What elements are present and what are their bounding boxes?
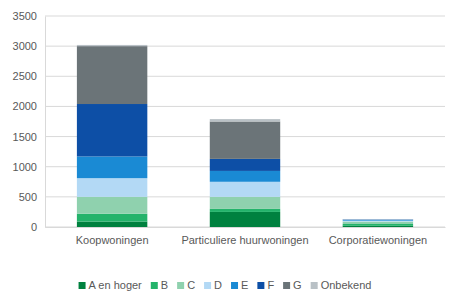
legend-label: G <box>293 279 302 291</box>
y-tick-label: 2000 <box>13 100 37 112</box>
bars <box>77 45 413 227</box>
bar-segment <box>210 197 280 209</box>
legend-label: C <box>187 279 195 291</box>
legend-item: B <box>151 279 168 291</box>
legend-swatch <box>79 282 86 289</box>
bar-segment <box>343 219 413 221</box>
grid-line <box>45 16 445 17</box>
x-tick: Corporatiewoningen <box>329 227 427 246</box>
y-axis: 0 500 1000 1500 2000 2500 3000 3500 <box>13 10 46 233</box>
legend-swatch <box>311 282 318 289</box>
x-axis: Koopwoningen Particuliere huurwoningen Cor… <box>46 227 446 246</box>
chart: 0 500 1000 1500 2000 2500 3000 3500 Koopwoningen… <box>0 0 450 306</box>
legend-item: Onbekend <box>311 279 372 291</box>
legend-swatch <box>151 282 158 289</box>
y-tick: 2000 <box>13 100 45 112</box>
bar-segment <box>343 222 413 224</box>
legend-item: G <box>283 279 302 291</box>
y-tick-label: 500 <box>19 191 37 203</box>
bar-segment <box>343 220 413 222</box>
bar-segment <box>210 212 280 227</box>
series <box>77 104 413 220</box>
bar-segment <box>210 122 280 159</box>
series <box>77 46 280 159</box>
bar-segment <box>343 219 413 220</box>
y-tick: 2500 <box>13 70 45 82</box>
bar-segment <box>77 222 147 227</box>
bar-segment <box>343 219 413 220</box>
bar-segment <box>77 104 147 156</box>
legend-label: E <box>241 279 248 291</box>
y-tick: 500 <box>19 191 45 203</box>
series <box>77 45 413 220</box>
y-tick: 1000 <box>13 161 45 173</box>
bar-segment <box>77 214 147 222</box>
y-tick-label: 0 <box>31 221 37 233</box>
bar-segment <box>77 45 147 46</box>
y-tick-label: 2500 <box>13 70 37 82</box>
legend-swatch <box>257 282 264 289</box>
bar-segment <box>210 159 280 171</box>
bar-segment <box>210 209 280 212</box>
x-axis-line <box>46 227 446 228</box>
bar-segment <box>210 119 280 121</box>
y-tick: 3500 <box>13 10 45 22</box>
legend-item: D <box>204 279 222 291</box>
plot: 0 500 1000 1500 2000 2500 3000 3500 Koopwoningen… <box>13 10 446 246</box>
bar-segment <box>77 46 147 104</box>
grid <box>45 16 445 227</box>
x-tick: Koopwoningen <box>76 227 149 246</box>
x-tick-label: Corporatiewoningen <box>329 234 427 246</box>
series <box>77 212 413 227</box>
bar-segment <box>210 182 280 197</box>
x-tick: Particuliere huurwoningen <box>181 227 308 246</box>
legend-label: A en hoger <box>89 279 143 291</box>
y-tick: 0 <box>31 221 45 233</box>
bar-segment <box>343 219 413 220</box>
y-tick: 1500 <box>13 131 45 143</box>
legend-item: F <box>257 279 274 291</box>
series <box>77 178 413 221</box>
bar-segment <box>77 178 147 197</box>
y-tick: 3000 <box>13 40 45 52</box>
legend-label: B <box>161 279 168 291</box>
legend-swatch <box>283 282 290 289</box>
legend-label: Onbekend <box>321 279 372 291</box>
legend-item: C <box>177 279 195 291</box>
y-tick-label: 3000 <box>13 40 37 52</box>
legend: A en hoger B C D E F G Onbekend <box>79 279 372 291</box>
legend-swatch <box>177 282 184 289</box>
y-tick-label: 1000 <box>13 161 37 173</box>
legend-label: D <box>214 279 222 291</box>
legend-swatch <box>231 282 238 289</box>
x-tick-label: Koopwoningen <box>76 234 149 246</box>
bar-segment <box>77 197 147 214</box>
series <box>77 197 413 224</box>
legend-swatch <box>204 282 211 289</box>
x-tick-label: Particuliere huurwoningen <box>181 234 308 246</box>
y-tick-label: 1500 <box>13 131 37 143</box>
bar-segment <box>343 226 413 227</box>
y-axis-line <box>45 17 46 228</box>
legend-item: E <box>231 279 248 291</box>
bar-segment <box>210 171 280 182</box>
bar-segment <box>343 224 413 226</box>
legend-label: F <box>267 279 274 291</box>
bar-segment <box>77 156 147 178</box>
legend-item: A en hoger <box>79 279 143 291</box>
series <box>77 156 413 220</box>
y-tick-label: 3500 <box>13 10 37 22</box>
